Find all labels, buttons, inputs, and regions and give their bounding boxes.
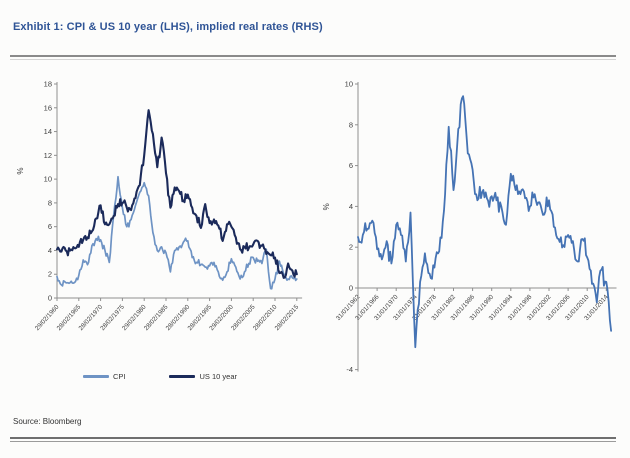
svg-text:2: 2 [48,270,52,279]
svg-text:2: 2 [349,243,353,252]
svg-text:10: 10 [345,80,353,89]
svg-text:4: 4 [349,202,353,211]
exhibit-title: Exhibit 1: CPI & US 10 year (LHS), impli… [13,21,323,33]
cpi-line-swatch-icon [82,375,109,378]
legend-item-cpi: CPI [82,372,126,381]
legend-label-us10year: US 10 year [199,372,238,381]
us10year-line-swatch-icon [169,375,196,378]
implied-real-rates-line-chart: 31/01/196231/01/196631/01/197031/01/1974… [322,80,617,374]
svg-text:8: 8 [48,198,52,207]
svg-text:0: 0 [48,294,52,303]
svg-text:-4: -4 [346,365,353,374]
cpi-us10year-line-chart: 29/02/196028/02/196528/02/197028/02/1975… [16,80,303,332]
svg-text:12: 12 [44,151,52,160]
svg-text:16: 16 [44,103,52,112]
title-divider-line [10,55,616,60]
svg-text:10: 10 [44,175,52,184]
svg-text:14: 14 [44,127,52,136]
svg-text:8: 8 [349,120,353,129]
legend-item-us10year: US 10 year [169,372,237,381]
svg-text:4: 4 [48,246,52,255]
svg-text:6: 6 [48,222,52,231]
svg-text:%: % [16,167,25,174]
svg-text:18: 18 [44,80,52,89]
source-note: Source: Bloomberg [13,417,82,426]
chart-legend: CPI US 10 year [10,372,310,381]
svg-text:6: 6 [349,161,353,170]
bottom-divider-line [10,437,616,442]
legend-label-cpi: CPI [112,372,126,381]
svg-text:%: % [322,203,331,210]
svg-text:0: 0 [349,284,353,293]
